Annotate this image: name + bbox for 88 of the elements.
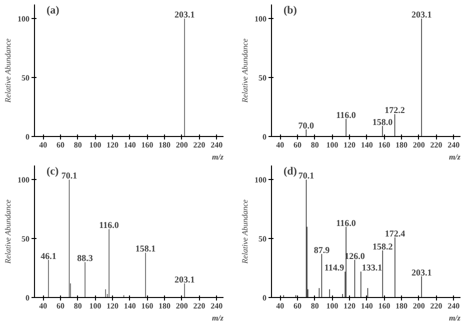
y-tick-label: 0 [26, 294, 30, 302]
annotation: 172.2 [384, 105, 406, 116]
y-axis-title: Relative Abundance [4, 199, 12, 265]
x-tick-label: 240 [448, 302, 460, 310]
x-tick-label: 220 [430, 302, 442, 310]
x-tick-label: 180 [396, 302, 408, 310]
x-tick-label: 220 [193, 140, 206, 150]
x-tick-label: 220 [430, 140, 442, 150]
x-tick-label: 140 [360, 140, 373, 150]
annotation: 203.1 [411, 267, 432, 278]
y-axis-title: Relative Abundance [4, 38, 12, 104]
x-tick-label: 220 [193, 302, 206, 310]
annotation: 87.9 [314, 244, 330, 255]
annotation: 116.0 [336, 218, 356, 228]
x-axis-title: m/z [212, 152, 224, 162]
x-tick-label: 40 [276, 140, 284, 150]
x-tick-label: 40 [276, 302, 284, 310]
x-tick-label: 120 [344, 140, 356, 150]
x-tick-label: 140 [124, 302, 136, 310]
x-tick-label: 140 [360, 302, 373, 310]
x-tick-label: 140 [124, 140, 136, 150]
x-tick-label: 40 [39, 302, 48, 310]
x-tick-label: 180 [158, 302, 171, 310]
x-tick-label: 240 [448, 140, 460, 150]
x-tick-label: 160 [378, 140, 390, 150]
annotation: 133.1 [362, 262, 383, 273]
chart-title: (b) [284, 4, 298, 16]
x-tick-label: 240 [210, 140, 223, 150]
x-tick-label: 120 [344, 302, 356, 310]
x-tick-label: 200 [176, 302, 188, 310]
y-tick-label: 50 [258, 74, 266, 83]
x-tick-label: 120 [106, 140, 119, 150]
annotation: 116.0 [99, 220, 120, 230]
x-tick-label: 40 [39, 140, 48, 150]
x-tick-label: 120 [106, 302, 119, 310]
x-tick-label: 180 [396, 140, 408, 150]
x-tick-label: 160 [141, 140, 154, 150]
y-axis-title: Relative Abundance [240, 38, 250, 104]
y-tick-label: 50 [22, 234, 30, 244]
annotation: 203.1 [174, 274, 196, 284]
y-tick-label: 100 [18, 14, 30, 24]
chart-title: (c) [46, 166, 60, 178]
annotation: 203.1 [411, 10, 432, 20]
y-tick-label: 100 [18, 176, 30, 185]
x-axis-title: m/z [212, 314, 224, 322]
x-axis-title: m/z [448, 152, 462, 162]
x-tick-label: 80 [74, 302, 82, 310]
x-tick-label: 160 [378, 302, 390, 310]
y-tick-label: 100 [254, 14, 266, 24]
annotation: 158.1 [135, 244, 156, 254]
x-tick-label: 240 [210, 302, 223, 310]
x-tick-label: 100 [326, 302, 338, 310]
annotation: 158.0 [372, 116, 394, 127]
x-tick-label: 200 [412, 302, 425, 310]
annotation: 70.0 [298, 120, 315, 130]
annotation: 70.1 [298, 170, 315, 181]
x-tick-label: 80 [310, 302, 319, 310]
y-tick-label: 0 [262, 132, 266, 142]
chart-title: (a) [46, 4, 60, 16]
y-tick-label: 50 [22, 74, 30, 83]
annotation: 203.1 [174, 10, 196, 20]
annotation: 88.3 [77, 253, 94, 264]
annotation: 46.1 [40, 250, 57, 261]
annotation: 70.1 [61, 170, 78, 181]
annotation: 172.4 [384, 228, 406, 238]
y-tick-label: 0 [26, 132, 30, 142]
x-axis-title: m/z [448, 314, 462, 322]
y-tick-label: 0 [262, 294, 266, 302]
x-tick-label: 60 [56, 140, 65, 150]
x-tick-label: 80 [310, 140, 319, 150]
y-tick-label: 50 [258, 234, 266, 244]
x-tick-label: 100 [89, 302, 102, 310]
annotation: 158.2 [372, 241, 394, 252]
x-tick-label: 160 [141, 302, 154, 310]
x-tick-label: 60 [56, 302, 65, 310]
x-tick-label: 180 [158, 140, 171, 150]
x-tick-label: 200 [176, 140, 188, 150]
y-axis-title: Relative Abundance [240, 199, 250, 265]
annotation: 114.9 [324, 262, 345, 273]
x-tick-label: 80 [74, 140, 82, 150]
x-tick-label: 100 [326, 140, 338, 150]
x-tick-label: 200 [412, 140, 425, 150]
y-tick-label: 100 [254, 176, 266, 185]
x-tick-label: 100 [89, 140, 102, 150]
annotation: 116.0 [336, 110, 356, 120]
x-tick-label: 60 [294, 140, 302, 150]
x-tick-label: 60 [294, 302, 302, 310]
chart-title: (d) [284, 166, 298, 178]
